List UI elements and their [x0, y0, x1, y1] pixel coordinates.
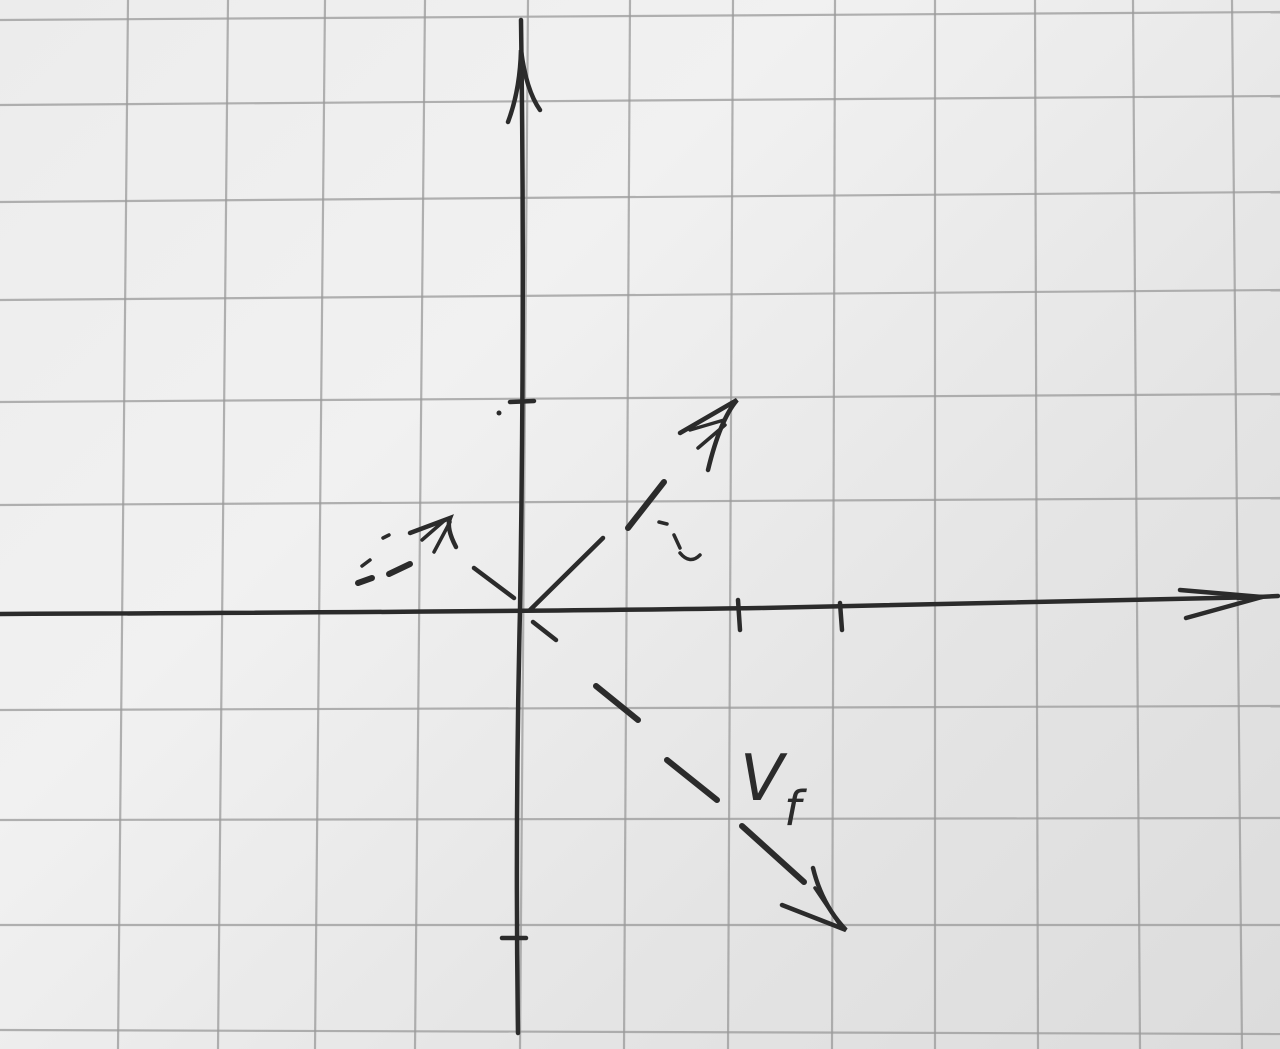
y-axis: [505, 17, 543, 1036]
vector-up-right-label-marks: [657, 520, 702, 562]
vector-up-left: [355, 514, 459, 586]
final-velocity-label-main: V: [740, 742, 788, 816]
vector-up-right: [527, 398, 739, 613]
final-velocity-label: V f: [740, 742, 807, 837]
tick-marks: [496, 398, 845, 941]
final-velocity-vector: [593, 683, 848, 933]
x-axis: [0, 587, 1280, 621]
vector-up-left-label-marks: [360, 533, 391, 568]
final-velocity-label-subscript: f: [784, 781, 807, 837]
origin-marks: [471, 565, 559, 643]
